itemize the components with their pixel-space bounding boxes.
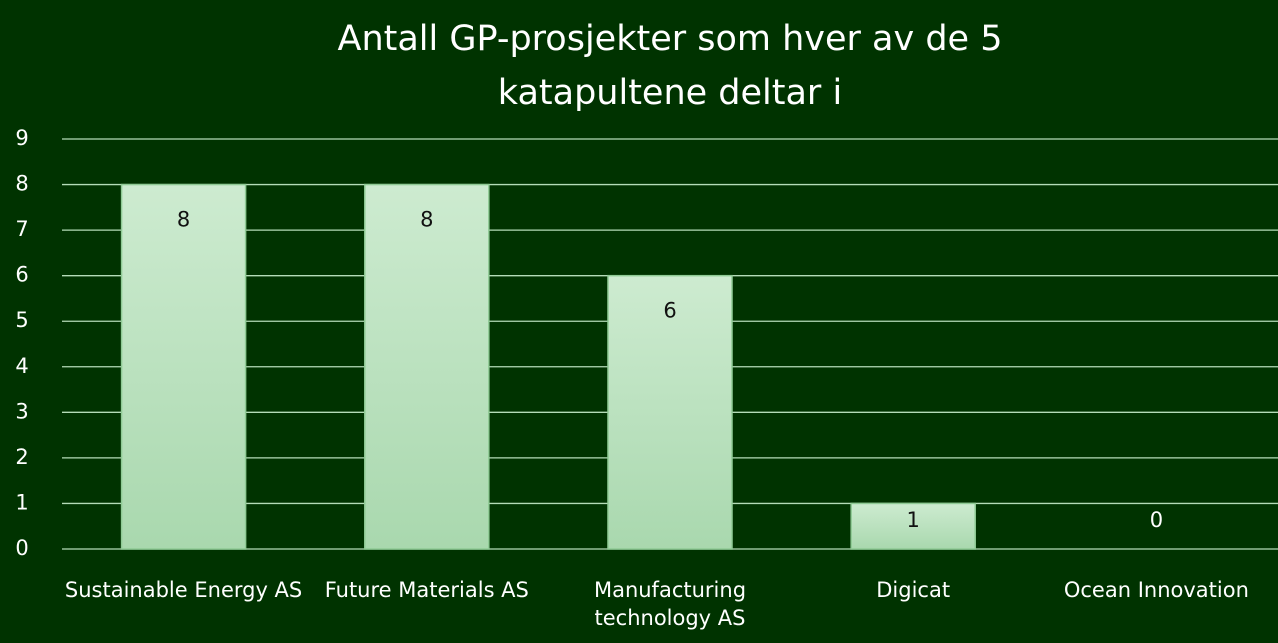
data-label: 8	[177, 208, 190, 232]
y-tick-label: 2	[15, 445, 28, 469]
data-label: 0	[1150, 508, 1163, 532]
data-label: 8	[420, 208, 433, 232]
data-label: 6	[663, 299, 676, 323]
bar	[364, 183, 490, 550]
y-tick-label: 1	[15, 490, 28, 514]
bar	[850, 502, 976, 550]
y-tick-label: 3	[15, 399, 28, 423]
x-tick-label: Manufacturing technology AS	[593, 578, 747, 630]
y-tick-label: 6	[15, 263, 28, 287]
chart-title: Antall GP-prosjekter som hver av de 5 ka…	[337, 19, 1003, 113]
y-tick-label: 8	[15, 172, 28, 196]
x-tick-label: Digicat	[876, 578, 951, 602]
data-label: 1	[907, 508, 920, 532]
y-tick-label: 5	[15, 308, 28, 332]
y-tick-label: 4	[15, 354, 28, 378]
x-tick-label: Ocean Innovation	[1063, 578, 1249, 602]
bar	[120, 183, 247, 550]
x-tick-label: Sustainable Energy AS	[64, 578, 303, 602]
bar	[607, 274, 733, 550]
y-tick-label: 9	[15, 126, 28, 150]
y-tick-label: 0	[15, 536, 28, 560]
x-tick-label: Future Materials AS	[324, 578, 529, 602]
y-tick-label: 7	[15, 217, 28, 241]
